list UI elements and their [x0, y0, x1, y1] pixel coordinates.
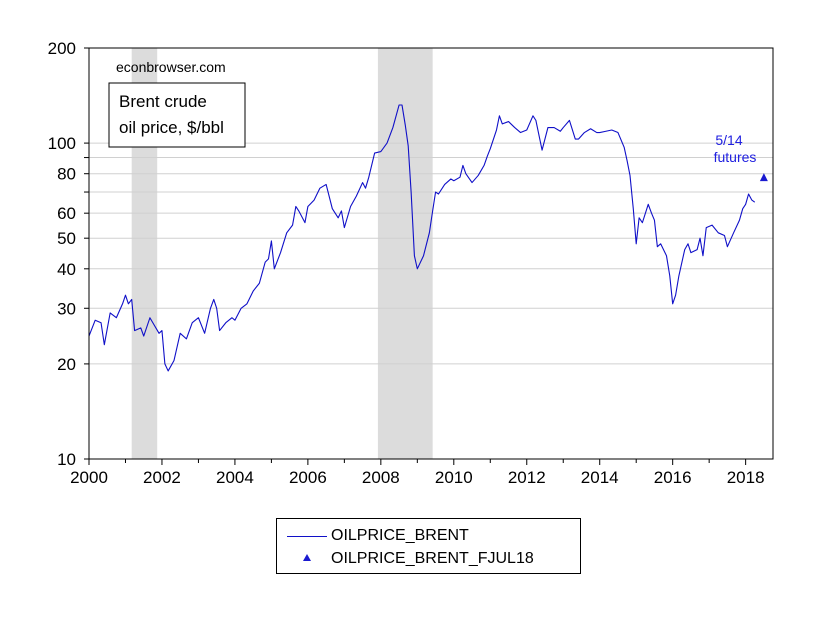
series-layer [88, 104, 768, 372]
y-tick-label: 80 [57, 165, 76, 184]
legend-label-futures: OILPRICE_BRENT_FJUL18 [331, 550, 534, 567]
y-tick-label: 40 [57, 260, 76, 279]
title-box [108, 82, 246, 148]
title-line-1: Brent crude [119, 92, 207, 111]
y-tick-label: 10 [57, 450, 76, 469]
legend-label-brent: OILPRICE_BRENT [331, 527, 469, 544]
futures-marker [759, 173, 768, 182]
line-swatch-icon [287, 536, 327, 537]
series-line-brent [88, 104, 756, 372]
y-tick-label: 50 [57, 229, 76, 248]
gridlines [89, 142, 773, 365]
y-tick-label: 200 [48, 39, 76, 58]
title-line-2: oil price, $/bbl [119, 118, 224, 137]
x-tick-label: 2008 [362, 468, 400, 487]
axis-ticks: 10 20 30 40 50 60 80 100 200 2000 2002 2004 2006 2008… [48, 39, 765, 487]
triangle-marker-icon [303, 554, 311, 561]
futures-label-text: futures [714, 149, 757, 165]
x-tick-label: 2004 [216, 468, 254, 487]
x-tick-label: 2002 [143, 468, 181, 487]
futures-label-date: 5/14 [715, 132, 742, 148]
y-tick-label: 100 [48, 134, 76, 153]
y-tick-label: 60 [57, 204, 76, 223]
legend-entry-brent: OILPRICE_BRENT [277, 524, 580, 550]
y-tick-label: 30 [57, 299, 76, 318]
x-tick-label: 2016 [654, 468, 692, 487]
x-tick-label: 2012 [508, 468, 546, 487]
x-tick-label: 2014 [581, 468, 619, 487]
x-tick-label: 2000 [70, 468, 108, 487]
legend-entry-futures: OILPRICE_BRENT_FJUL18 [277, 548, 580, 574]
y-tick-label: 20 [57, 355, 76, 374]
plot-frame [88, 47, 774, 460]
x-tick-label: 2006 [289, 468, 327, 487]
x-tick-label: 2018 [727, 468, 765, 487]
legend: OILPRICE_BRENT OILPRICE_BRENT_FJUL18 [276, 518, 581, 574]
x-tick-label: 2010 [435, 468, 473, 487]
source-label: econbrowser.com [116, 59, 226, 75]
